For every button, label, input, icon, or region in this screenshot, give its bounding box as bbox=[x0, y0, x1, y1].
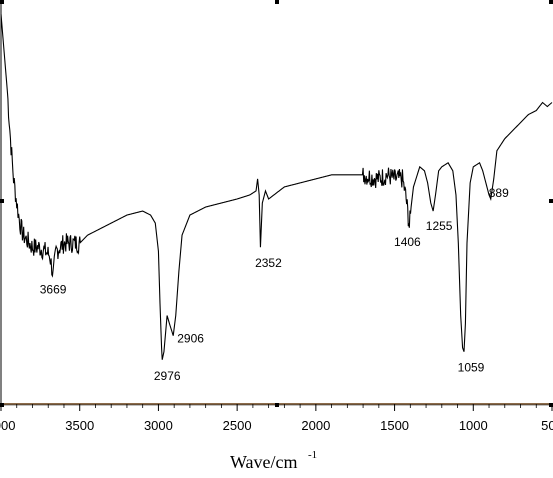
plot-area bbox=[0, 14, 553, 360]
frame-marker bbox=[549, 0, 553, 4]
peak-label: 2352 bbox=[255, 256, 282, 270]
peak-label: 2906 bbox=[177, 332, 204, 346]
frame-marker bbox=[0, 0, 4, 4]
x-tick-label: 2500 bbox=[223, 418, 252, 433]
x-axis-label: Wave/cm bbox=[230, 452, 298, 472]
x-tick-label: 500 bbox=[541, 418, 553, 433]
frame-marker bbox=[549, 199, 553, 203]
peak-label: 889 bbox=[489, 186, 509, 200]
frame-marker bbox=[549, 403, 553, 407]
frame-marker bbox=[275, 403, 279, 407]
x-tick-label: 2000 bbox=[301, 418, 330, 433]
frame-marker bbox=[0, 403, 4, 407]
frame-marker bbox=[275, 0, 279, 4]
frame-marker bbox=[0, 199, 4, 203]
x-axis-label-superscript: -1 bbox=[308, 449, 317, 461]
spectrum-line bbox=[0, 14, 553, 360]
x-tick-label: 1500 bbox=[380, 418, 409, 433]
x-tick-label: 4000 bbox=[0, 418, 15, 433]
axes bbox=[0, 0, 553, 407]
peak-label: 1406 bbox=[394, 235, 421, 249]
x-axis-ticks: 4000 3500 3000 2500 2000 1500 1000 500 bbox=[0, 404, 553, 433]
peak-label: 1255 bbox=[426, 219, 453, 233]
peak-labels: 3669 2976 2906 2352 1406 1255 1059 889 bbox=[40, 186, 509, 383]
peak-label: 1059 bbox=[458, 361, 485, 375]
x-tick-label: 3000 bbox=[144, 418, 173, 433]
x-tick-label: 1000 bbox=[459, 418, 488, 433]
peak-label: 3669 bbox=[40, 282, 67, 296]
x-tick-label: 3500 bbox=[65, 418, 94, 433]
peak-label: 2976 bbox=[154, 369, 181, 383]
